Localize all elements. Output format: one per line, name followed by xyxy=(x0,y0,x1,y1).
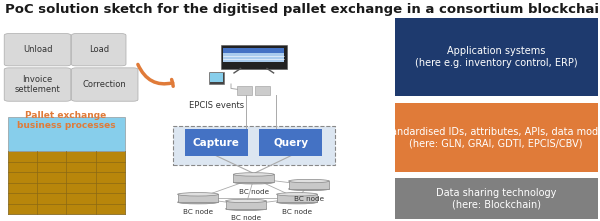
Text: Invoice
settlement: Invoice settlement xyxy=(14,75,61,94)
Bar xyxy=(221,45,287,69)
Ellipse shape xyxy=(226,207,266,211)
Bar xyxy=(259,129,322,156)
Text: EPCIS events: EPCIS events xyxy=(189,101,244,110)
Text: Correction: Correction xyxy=(83,80,127,89)
Text: Capture: Capture xyxy=(193,137,240,148)
Text: Pallet exchange
business processes: Pallet exchange business processes xyxy=(17,110,115,130)
Bar xyxy=(395,178,598,219)
Bar xyxy=(223,48,284,53)
Ellipse shape xyxy=(233,181,274,184)
Bar xyxy=(255,86,270,95)
Ellipse shape xyxy=(277,193,317,196)
Bar xyxy=(185,129,248,156)
Text: Query: Query xyxy=(273,137,308,148)
Text: Load: Load xyxy=(89,45,109,54)
Text: BC node: BC node xyxy=(183,209,213,215)
FancyBboxPatch shape xyxy=(71,68,138,101)
Text: Data sharing technology
(here: Blockchain): Data sharing technology (here: Blockchai… xyxy=(436,188,556,209)
Bar xyxy=(209,72,224,84)
Bar xyxy=(210,73,223,82)
Ellipse shape xyxy=(178,200,218,204)
Text: BC node: BC node xyxy=(239,189,269,195)
Text: BC node: BC node xyxy=(231,215,261,221)
Bar xyxy=(173,126,335,165)
FancyBboxPatch shape xyxy=(4,34,71,66)
Ellipse shape xyxy=(178,193,218,196)
Text: Application systems
(here e.g. inventory control, ERP): Application systems (here e.g. inventory… xyxy=(415,46,578,68)
Ellipse shape xyxy=(233,173,274,176)
Text: BC node: BC node xyxy=(294,196,324,202)
Bar xyxy=(395,103,598,172)
Bar xyxy=(237,86,252,95)
Ellipse shape xyxy=(289,187,329,191)
Bar xyxy=(233,174,274,182)
Bar xyxy=(178,194,218,202)
Bar xyxy=(395,18,598,96)
Bar xyxy=(8,151,125,214)
Bar xyxy=(8,117,125,151)
Bar xyxy=(226,201,266,209)
Ellipse shape xyxy=(226,199,266,203)
Text: PoC solution sketch for the digitised pallet exchange in a consortium blockchain: PoC solution sketch for the digitised pa… xyxy=(5,3,600,16)
Ellipse shape xyxy=(277,200,317,204)
FancyBboxPatch shape xyxy=(4,68,71,101)
Text: Unload: Unload xyxy=(23,45,52,54)
Text: BC node: BC node xyxy=(282,209,312,215)
Text: Standardised IDs, attributes, APIs, data models
(here: GLN, GRAI, GDTI, EPCIS/CB: Standardised IDs, attributes, APIs, data… xyxy=(381,127,600,148)
Bar xyxy=(277,194,317,202)
Ellipse shape xyxy=(289,179,329,183)
Bar xyxy=(223,48,284,62)
Bar xyxy=(289,181,329,189)
FancyBboxPatch shape xyxy=(71,34,126,66)
